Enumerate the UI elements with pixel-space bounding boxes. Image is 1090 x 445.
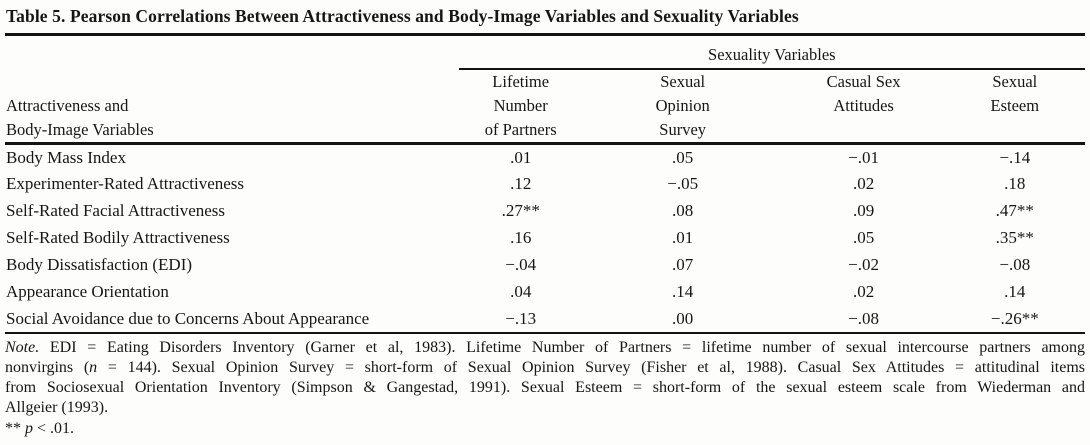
value-cell: .35** — [995, 228, 1034, 247]
table-title: Table 5. Pearson Correlations Between At… — [6, 6, 799, 26]
value-cell: .18 — [1004, 174, 1026, 193]
stub-header: Attractiveness and Body-Image Variables — [5, 69, 459, 145]
column-header-line: Number — [493, 96, 548, 115]
value-cell: −.14 — [999, 147, 1031, 167]
value-cell: .14 — [672, 282, 694, 301]
value-cell: .05 — [672, 147, 694, 167]
value-cell: −.04 — [505, 255, 537, 274]
correlations-table: Sexuality Variables Attractiveness and B… — [5, 33, 1085, 334]
value-cell: −.02 — [848, 255, 879, 274]
column-header-row: Attractiveness and Body-Image Variables … — [5, 69, 1085, 145]
text-segment: < .01. — [33, 419, 75, 437]
table-row: Self-Rated Bodily Attractiveness .16 .01… — [5, 225, 1085, 252]
table-note: Note. EDI = Eating Disorders Inventory (… — [5, 338, 1085, 418]
column-header-lifetime-number-of-partners: Lifetime Number of Partners — [458, 69, 583, 145]
value-cell: .12 — [510, 174, 532, 193]
value-cell: −.13 — [458, 305, 583, 334]
spanner-cell: Sexuality Variables — [458, 34, 1085, 70]
column-header-line: Sexual — [992, 72, 1038, 91]
value-cell: −.01 — [848, 147, 879, 167]
column-header-line: Casual Sex — [826, 72, 901, 91]
value-cell: −.05 — [667, 174, 699, 193]
value-cell: .14 — [1004, 282, 1026, 301]
column-header-casual-sex-attitudes: Casual Sex Attitudes — [782, 69, 945, 145]
table-row: Social Avoidance due to Concerns About A… — [5, 305, 1085, 334]
value-cell: .16 — [510, 228, 532, 247]
column-header-line — [945, 118, 1085, 142]
table-row: Body Dissatisfaction (EDI) −.04 .07 −.02… — [5, 252, 1085, 279]
note-line: nonvirgins (n = 144). Sexual Opinion Sur… — [5, 358, 1085, 378]
stub-header-line: Body-Image Variables — [6, 120, 154, 139]
value-cell: .04 — [510, 282, 532, 301]
row-label: Social Avoidance due to Concerns About A… — [5, 305, 459, 334]
column-header-line: Opinion — [655, 96, 710, 115]
value-cell: .02 — [852, 174, 875, 193]
spanner-row: Sexuality Variables — [5, 34, 1085, 70]
value-cell: .05 — [852, 228, 875, 247]
column-header-line: Attitudes — [833, 96, 894, 115]
row-label: Self-Rated Bodily Attractiveness — [6, 228, 230, 247]
column-header-sexual-esteem: Sexual Esteem — [944, 69, 1085, 145]
value-cell: .47** — [995, 201, 1034, 220]
text-segment: nonvirgins ( — [5, 358, 90, 376]
value-cell: .02 — [852, 282, 875, 301]
text-segment: p — [25, 419, 33, 437]
value-cell: −.26** — [944, 305, 1085, 334]
column-header-line: Sexual — [660, 72, 706, 91]
stub-header-line: Attractiveness and — [6, 96, 129, 115]
value-cell: .00 — [582, 305, 783, 334]
note-line: from Sociosexual Orientation Inventory (… — [5, 378, 1085, 398]
text-segment: Allgeier (1993). — [5, 398, 109, 416]
value-cell: .01 — [510, 147, 532, 167]
row-label: Appearance Orientation — [6, 282, 169, 301]
row-label: Body Mass Index — [6, 147, 126, 167]
table-row: Self-Rated Facial Attractiveness .27** .… — [5, 198, 1085, 225]
column-header-sexual-opinion-survey: Sexual Opinion Survey — [582, 69, 783, 145]
column-header-line: of Partners — [484, 120, 557, 139]
table-body: Body Mass Index .01 .05 −.01 −.14 Experi… — [5, 144, 1085, 334]
text-segment: = 144). Sexual Opinion Survey = short-fo… — [97, 358, 1085, 376]
table-row: Appearance Orientation .04 .14 .02 .14 — [5, 279, 1085, 306]
significance-note: ** p < .01. — [5, 419, 1085, 439]
value-cell: .07 — [672, 255, 694, 274]
row-label: Experimenter-Rated Attractiveness — [6, 174, 245, 193]
column-header-line: Survey — [659, 120, 707, 139]
value-cell: .09 — [852, 201, 875, 220]
table-row: Body Mass Index .01 .05 −.01 −.14 — [5, 144, 1085, 171]
table-row: Experimenter-Rated Attractiveness .12 −.… — [5, 171, 1085, 198]
value-cell: −.08 — [999, 255, 1031, 274]
text-segment: from Sociosexual Orientation Inventory (… — [5, 378, 1085, 396]
value-cell: −.08 — [782, 305, 945, 334]
text-segment: Note. — [5, 338, 40, 356]
column-header-line: Esteem — [990, 96, 1040, 115]
column-header-line: Lifetime — [492, 72, 550, 91]
value-cell: .08 — [672, 201, 694, 220]
value-cell: .27** — [501, 201, 540, 220]
text-segment: ** — [5, 419, 25, 437]
text-segment: n — [89, 358, 98, 376]
row-label: Body Dissatisfaction (EDI) — [6, 255, 193, 274]
text-segment: EDI = Eating Disorders Inventory (Garner… — [39, 338, 1085, 356]
column-header-line — [783, 118, 945, 142]
value-cell: .01 — [672, 228, 694, 247]
row-label: Self-Rated Facial Attractiveness — [6, 201, 226, 220]
note-line: Note. EDI = Eating Disorders Inventory (… — [5, 338, 1085, 358]
note-line: Allgeier (1993). — [5, 398, 1085, 418]
spanner-heading: Sexuality Variables — [708, 45, 836, 64]
spanner-row-spacer — [5, 35, 459, 70]
